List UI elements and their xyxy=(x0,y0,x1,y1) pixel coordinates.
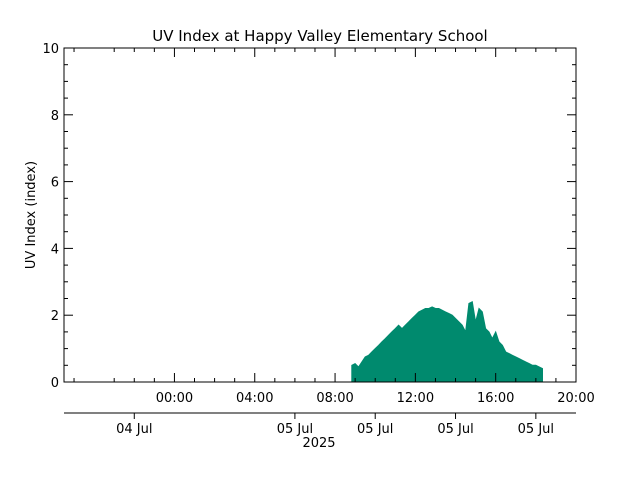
date-tick-label: 05 Jul xyxy=(437,422,473,437)
plot-frame xyxy=(63,47,577,383)
date-tick-label: 05 Jul xyxy=(518,422,554,437)
y-axis-label: UV Index (index) xyxy=(24,161,39,269)
uv-area xyxy=(351,301,543,383)
y-tick-label: 6 xyxy=(51,176,59,191)
y-tick-label: 8 xyxy=(51,109,59,124)
x-tick-label: 00:00 xyxy=(156,391,193,406)
y-tick-label: 10 xyxy=(42,42,59,57)
x-tick-label: 08:00 xyxy=(316,391,353,406)
date-tick-label: 04 Jul xyxy=(116,422,152,437)
y-tick-label: 2 xyxy=(51,309,59,324)
y-tick-label: 0 xyxy=(51,376,59,391)
y-tick-label: 4 xyxy=(51,242,59,257)
x-tick-label: 20:00 xyxy=(557,391,594,406)
chart-title: UV Index at Happy Valley Elementary Scho… xyxy=(152,27,487,45)
x-tick-label: 04:00 xyxy=(236,391,273,406)
x-tick-label: 16:00 xyxy=(477,391,514,406)
year-label: 2025 xyxy=(302,436,335,451)
date-tick-label: 05 Jul xyxy=(357,422,393,437)
date-tick-label: 05 Jul xyxy=(277,422,313,437)
x-tick-label: 12:00 xyxy=(397,391,434,406)
